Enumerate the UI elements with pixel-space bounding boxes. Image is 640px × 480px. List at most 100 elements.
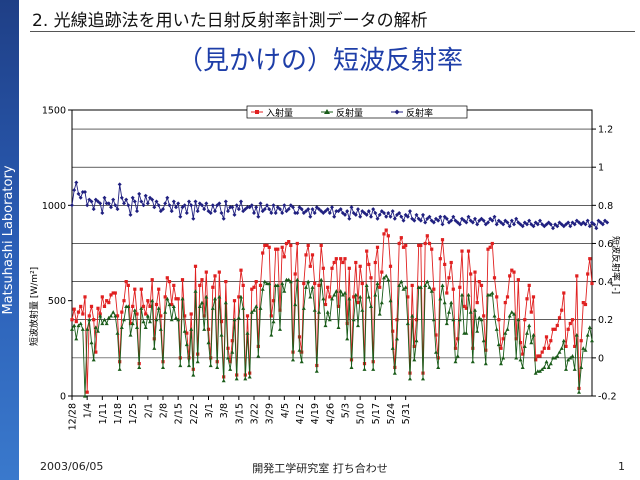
data-point [367, 262, 371, 266]
data-point [193, 264, 198, 268]
left-tick-label: 0 [60, 392, 66, 403]
right-tick-label: -0.2 [598, 392, 617, 403]
data-point [96, 329, 100, 333]
data-point [249, 203, 254, 208]
data-point [254, 304, 259, 308]
data-point [258, 306, 263, 310]
data-point [364, 212, 369, 217]
data-point [210, 203, 215, 208]
data-point [109, 293, 113, 297]
data-point [269, 314, 273, 318]
data-point [208, 363, 213, 368]
data-point [206, 327, 211, 331]
data-point [395, 336, 399, 341]
data-point [262, 279, 267, 284]
data-point [347, 266, 351, 270]
x-axis-ticks: 12/28 1/4 1/11 1/18 1/25 2/1 2/8 2/15 2/22 3/1 3/8… [68, 396, 412, 430]
data-point [139, 287, 143, 291]
series-layer [70, 180, 610, 398]
data-point [297, 205, 302, 210]
data-point [256, 214, 261, 219]
data-point [79, 304, 83, 308]
data-point [548, 222, 553, 227]
data-point [457, 317, 462, 322]
x-tick-label: 1/11 [98, 403, 109, 424]
data-point [321, 296, 326, 301]
data-point [83, 190, 87, 194]
data-point [503, 301, 507, 305]
data-point [276, 247, 280, 251]
slide-title: （見かけの）短波反射率 [176, 46, 463, 76]
data-point [241, 306, 246, 310]
data-point [122, 317, 126, 322]
data-point [72, 307, 76, 311]
data-point [557, 316, 562, 320]
data-point [451, 214, 456, 219]
data-point [535, 222, 540, 227]
data-point [375, 216, 380, 221]
x-tick-label: 5/3 [341, 403, 352, 418]
data-point [555, 354, 560, 358]
data-point [583, 302, 588, 307]
data-point [572, 367, 577, 371]
data-point [323, 209, 328, 214]
legend-marker-incident [255, 110, 259, 114]
data-point [531, 224, 536, 229]
data-point [139, 199, 144, 204]
data-point [204, 270, 208, 274]
data-point [150, 298, 155, 303]
data-point [412, 357, 417, 362]
data-point [256, 354, 261, 358]
data-point [236, 207, 241, 212]
data-point [169, 209, 174, 214]
data-point [492, 214, 497, 219]
data-point [211, 285, 215, 289]
data-point [429, 289, 434, 293]
data-point [486, 220, 490, 225]
data-point [204, 294, 209, 299]
data-point [583, 348, 588, 352]
data-point [551, 327, 555, 331]
data-point [178, 363, 183, 368]
data-point [482, 314, 486, 318]
data-point [542, 346, 546, 350]
data-point [172, 283, 176, 287]
data-point [444, 216, 449, 221]
data-point [325, 207, 330, 212]
data-point [600, 222, 605, 227]
data-point [586, 272, 590, 276]
data-point [542, 365, 547, 369]
data-point [345, 336, 350, 341]
data-point [405, 214, 410, 219]
data-point [80, 190, 85, 194]
data-point [262, 207, 267, 212]
data-point [527, 323, 532, 328]
data-point [137, 191, 142, 196]
data-point [371, 367, 376, 371]
data-point [577, 220, 581, 225]
data-point [548, 361, 553, 366]
data-point [551, 226, 555, 231]
data-point [421, 376, 425, 381]
data-point [245, 314, 250, 318]
data-point [568, 321, 572, 326]
data-point [564, 344, 568, 348]
data-point [143, 193, 148, 198]
data-point [464, 331, 469, 335]
data-point [81, 312, 85, 316]
data-point [581, 301, 585, 305]
data-point [282, 255, 286, 259]
data-point [412, 344, 416, 348]
data-point [184, 211, 189, 215]
data-point [228, 205, 233, 210]
data-point [570, 220, 575, 225]
data-point [418, 285, 423, 289]
data-point [89, 340, 94, 345]
data-point [85, 203, 90, 208]
data-point [512, 270, 516, 274]
x-tick-label: 4/12 [295, 403, 306, 424]
data-point [449, 300, 454, 305]
data-point [286, 207, 291, 212]
data-point [223, 300, 228, 305]
data-point [380, 270, 384, 274]
